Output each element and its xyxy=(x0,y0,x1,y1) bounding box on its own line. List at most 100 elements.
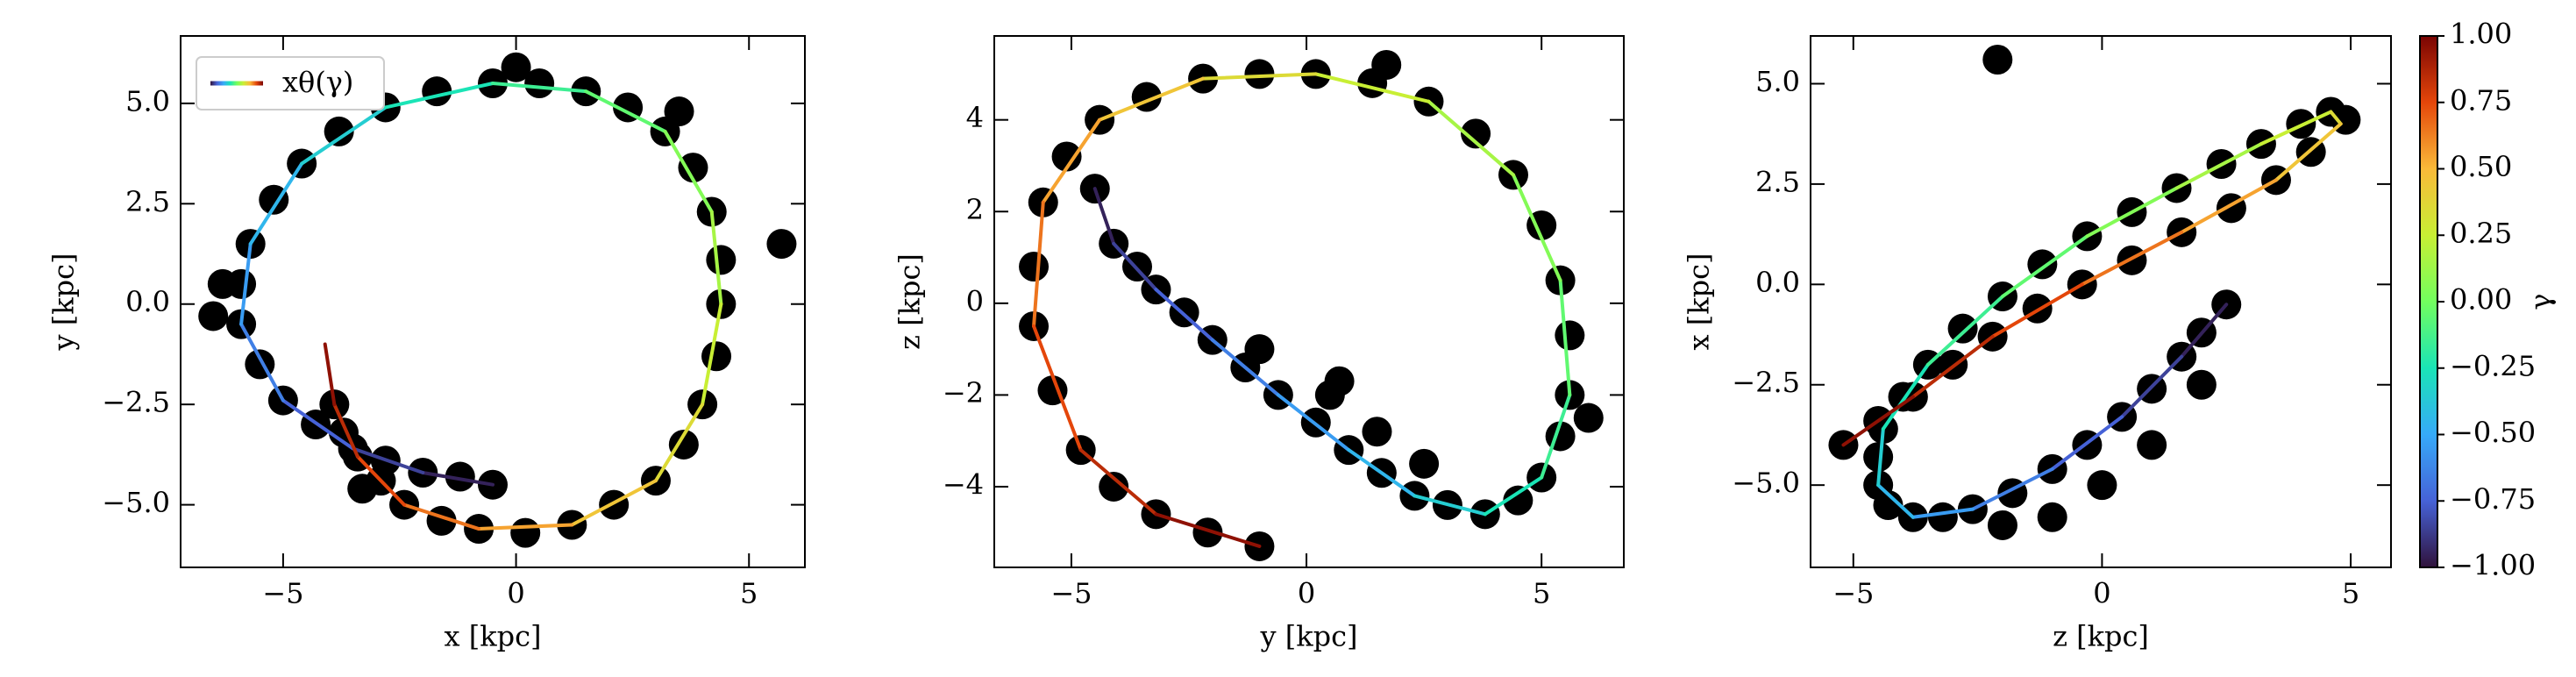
curve-segment xyxy=(1881,362,1930,431)
y-tick-label: 2.5 xyxy=(125,185,170,218)
scatter-point xyxy=(524,68,555,99)
scatter-point xyxy=(2117,245,2147,275)
curve-segment xyxy=(1041,118,1102,204)
curve-segment xyxy=(1313,72,1431,103)
scatter-point xyxy=(1573,403,1604,433)
scatter-point xyxy=(1324,366,1355,396)
scatter-point xyxy=(1461,118,1491,149)
scatter-point xyxy=(1863,442,1894,473)
curve-segment xyxy=(1841,395,1915,447)
curve-segment xyxy=(383,82,495,110)
scatter-point xyxy=(668,429,699,460)
x-tick-label: −5 xyxy=(1050,577,1092,610)
y-tick-label: −2.5 xyxy=(102,386,170,419)
curve-segment xyxy=(701,302,723,407)
curve-segment xyxy=(1511,173,1562,282)
scatter-point xyxy=(1409,448,1440,479)
curve-segment xyxy=(355,454,407,507)
scatter-point xyxy=(1555,320,1585,351)
scatter-point xyxy=(2186,369,2217,400)
y-axis-label: y [kpc] xyxy=(47,253,81,351)
curve-segment xyxy=(1154,512,1262,548)
y-tick-label: −5.0 xyxy=(102,486,170,519)
colorbar-tick-label: 0.25 xyxy=(2450,217,2512,250)
scatter-point xyxy=(501,52,531,82)
scatter-point xyxy=(347,474,378,504)
scatter-point xyxy=(2137,430,2167,460)
curve-segment xyxy=(491,82,588,94)
curve-segment xyxy=(1201,72,1318,81)
scatter-point xyxy=(510,517,541,548)
y-axis-label: z [kpc] xyxy=(893,253,927,350)
curve-segment xyxy=(1911,507,1975,519)
y-tick-label: −4 xyxy=(943,467,984,501)
colorbar-tick-label: −0.25 xyxy=(2450,349,2536,382)
scatter-point xyxy=(766,229,797,260)
curve-segment xyxy=(2180,303,2229,359)
plot-area xyxy=(1019,49,1604,561)
colorbar-tick-label: −1.00 xyxy=(2450,549,2536,582)
scatter-point xyxy=(1982,45,2013,75)
x-tick-label: 0 xyxy=(2093,577,2110,610)
curve-segment xyxy=(1483,475,1544,517)
axes-frame xyxy=(180,35,806,568)
x-tick-label: 5 xyxy=(740,577,758,610)
curve-segment xyxy=(1558,278,1572,397)
curve-segment xyxy=(421,470,495,487)
scatter-point xyxy=(1987,510,2017,540)
curve-segment xyxy=(2274,122,2343,182)
curve-segment xyxy=(351,446,425,474)
curve-segment xyxy=(332,403,359,459)
axes-frame xyxy=(993,35,1625,568)
colorbar-tick-label: 0.00 xyxy=(2450,283,2512,317)
x-tick-label: 0 xyxy=(1298,577,1315,610)
curve-segment xyxy=(1032,200,1045,328)
curve-segment xyxy=(2080,230,2184,287)
curve-segment xyxy=(2120,354,2184,419)
curve-segment xyxy=(570,479,658,527)
scatter-point xyxy=(259,184,289,215)
scatter-point xyxy=(2087,470,2117,501)
y-tick-label: −2 xyxy=(943,376,984,410)
plot-area xyxy=(1828,45,2361,540)
y-tick-label: 2 xyxy=(966,193,984,226)
curve-segment xyxy=(1032,324,1083,453)
scatter-point xyxy=(678,153,708,183)
colorbar-tick-label: 0.50 xyxy=(2450,150,2512,183)
colorbar xyxy=(2419,35,2438,568)
curve-segment xyxy=(709,210,723,306)
y-tick-label: 4 xyxy=(966,101,984,134)
scatter-point xyxy=(1947,313,1978,344)
legend-label: xθ(γ) xyxy=(282,66,353,99)
y-tick-label: 2.5 xyxy=(1755,165,1800,198)
curve-segment xyxy=(1876,427,1885,488)
y-tick-label: 5.0 xyxy=(125,84,170,118)
curve-segment xyxy=(239,322,285,403)
curve-segment xyxy=(1347,448,1417,498)
scatter-point xyxy=(1051,141,1082,172)
y-tick-label: 0 xyxy=(966,284,984,317)
curve-segment xyxy=(663,129,714,214)
y-tick-label: 0.0 xyxy=(1755,266,1800,299)
curve-segment xyxy=(2180,178,2278,234)
curve-segment xyxy=(1112,241,1158,292)
curve-segment xyxy=(323,342,337,407)
colorbar-tick-label: 0.75 xyxy=(2450,83,2512,117)
curve-segment xyxy=(2259,110,2333,146)
x-tick-label: 0 xyxy=(507,577,524,610)
axes-frame xyxy=(1810,35,2392,568)
curve-segment xyxy=(1154,288,1214,342)
curve-segment xyxy=(1276,393,1351,453)
x-axis-label: x [kpc] xyxy=(445,620,542,653)
scatter-point xyxy=(1244,59,1275,89)
colorbar-tick-label: −0.75 xyxy=(2450,482,2536,516)
scatter-point xyxy=(198,301,229,331)
legend-box xyxy=(196,56,385,110)
scatter-point xyxy=(1192,517,1223,548)
y-axis-label: x [kpc] xyxy=(1683,253,1716,351)
x-tick-label: −5 xyxy=(1832,577,1874,610)
curve-segment xyxy=(248,161,304,246)
curve-segment xyxy=(477,523,574,531)
scatter-point xyxy=(1371,49,1402,80)
